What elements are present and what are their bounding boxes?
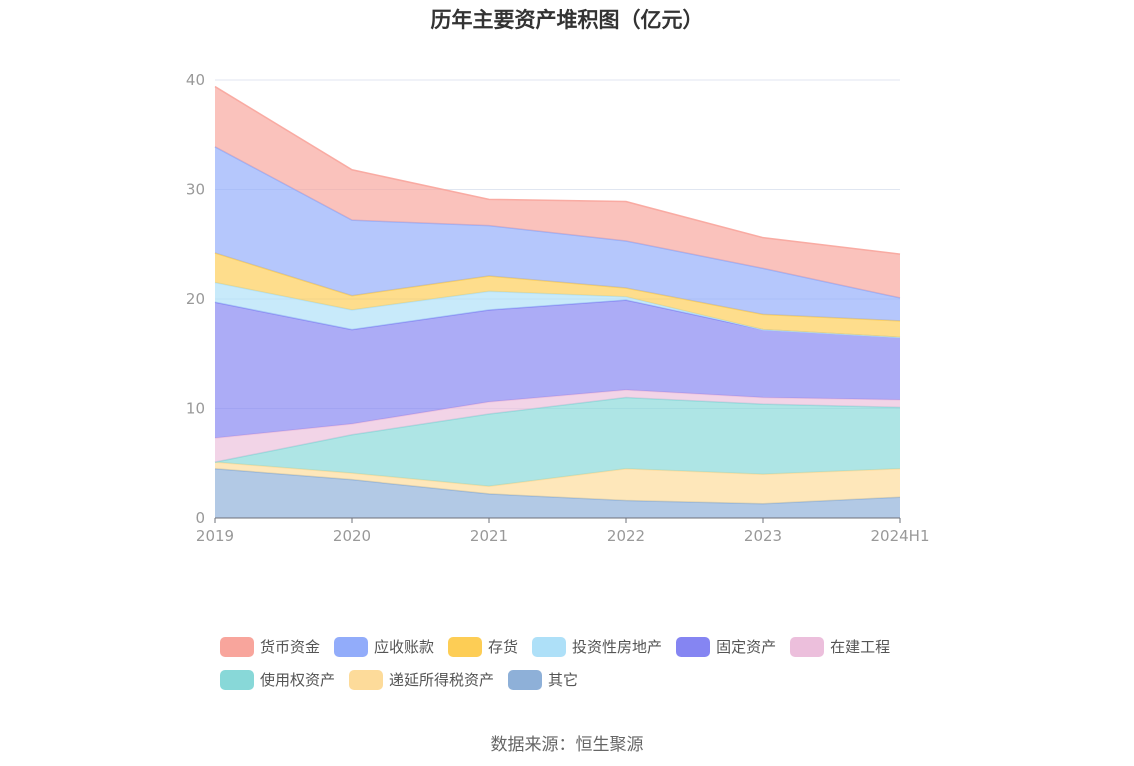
y-tick-label-10: 10 [186,400,205,418]
y-tick-label-40: 40 [186,71,205,89]
area-series-0 [215,468,900,518]
legend-swatch-receivables [334,636,369,657]
legend-item-receivables[interactable]: 应收账款 [334,636,434,657]
legend-label-inventory: 存货 [488,638,519,656]
chart-title: 历年主要资产堆积图（亿元） [430,8,704,32]
legend-swatch-fixed-assets [676,636,711,657]
x-tick-label-2019: 2019 [196,527,234,545]
y-tick-label-0: 0 [195,509,205,527]
legend-label-deferred-tax: 递延所得税资产 [389,671,495,689]
area-series-8 [215,86,900,298]
y-tick-label-30: 30 [186,181,205,199]
legend-label-cash: 货币资金 [260,638,321,656]
legend-label-receivables: 应收账款 [374,638,435,656]
x-tick-label-2022: 2022 [607,527,645,545]
legend-swatch-inventory [448,636,483,657]
legend-label-right-of-use: 使用权资产 [260,671,336,689]
area-series-1 [215,462,900,504]
legend-swatch-investment-property [532,636,567,657]
legend-item-fixed-assets[interactable]: 固定资产 [676,636,776,657]
legend-item-construction[interactable]: 在建工程 [790,636,890,657]
legend-item-deferred-tax[interactable]: 递延所得税资产 [349,669,494,690]
area-series-4 [215,300,900,439]
stacked-area-chart: 0 10 20 30 40 2019 2020 2021 2022 2023 2024H1 [186,71,930,545]
area-series-3 [215,389,900,463]
y-tick-label-20: 20 [186,290,205,308]
legend-item-inventory[interactable]: 存货 [448,636,518,657]
x-tick-label-2024H1: 2024H1 [871,527,930,545]
x-tick-label-2020: 2020 [333,527,371,545]
area-series-5 [215,282,900,338]
legend-swatch-right-of-use [220,669,254,690]
legend-item-right-of-use[interactable]: 使用权资产 [220,669,335,690]
area-series-2 [215,397,900,487]
legend-row-2: 使用权资产 递延所得税资产 其它 [220,663,940,696]
x-tick-label-2023: 2023 [744,527,782,545]
legend-label-construction: 在建工程 [830,638,891,656]
area-line-series-8 [214,85,901,255]
legend-swatch-construction [790,636,825,657]
area-series-6 [215,253,900,338]
data-source-note: 数据来源：恒生聚源 [490,735,644,755]
x-tick-label-2021: 2021 [470,527,508,545]
legend-swatch-other [508,669,543,690]
legend-label-fixed-assets: 固定资产 [716,638,777,656]
legend-item-cash[interactable]: 货币资金 [220,636,320,657]
legend-row-1: 货币资金 应收账款 存货 投资性房地产 固定资产 在建工程 [220,630,940,663]
legend-label-investment-property: 投资性房地产 [572,638,663,656]
legend-item-investment-property[interactable]: 投资性房地产 [532,636,662,657]
legend-swatch-deferred-tax [349,669,384,690]
legend-swatch-cash [220,636,254,657]
legend-item-other[interactable]: 其它 [508,669,578,690]
chart-legend: 货币资金 应收账款 存货 投资性房地产 固定资产 在建工程 使用权资产 [220,630,940,696]
legend-label-other: 其它 [548,671,579,689]
